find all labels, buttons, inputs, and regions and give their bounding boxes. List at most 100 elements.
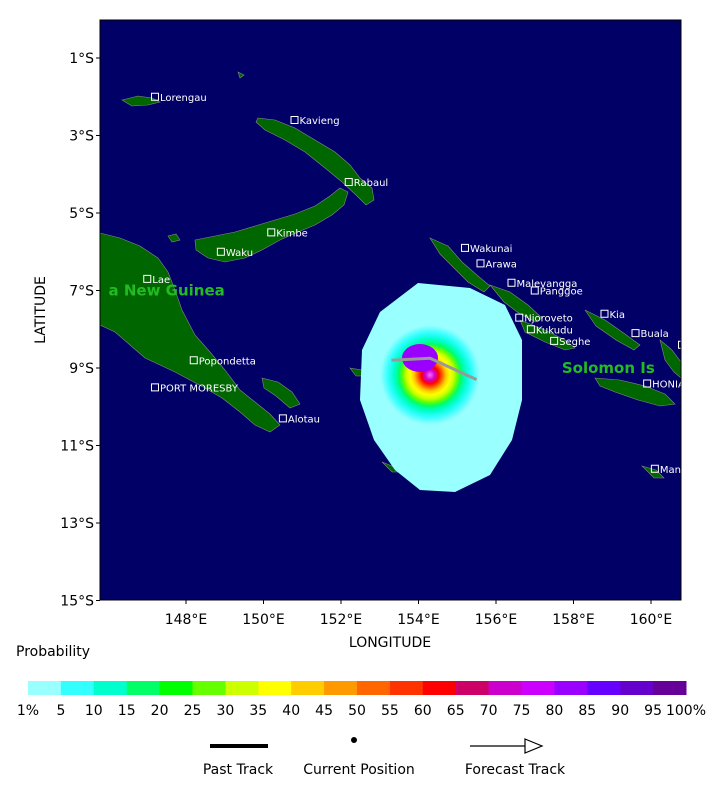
region-label: a New Guinea	[109, 282, 225, 300]
colorbar-label: 25	[184, 703, 202, 719]
lat-tick-label: 11°S	[60, 439, 94, 455]
place-marker-icon	[216, 247, 225, 256]
map-frame	[99, 19, 682, 601]
colorbar-label: 80	[545, 703, 563, 719]
latitude-ticks: 1°S 3°S 5°S 7°S 9°S 11°S 13°S 15°S	[60, 51, 100, 610]
colorbar-swatch	[455, 681, 490, 695]
colorbar-label: 20	[151, 703, 169, 719]
lat-tick-label: 9°S	[69, 361, 94, 377]
colorbar-swatch	[192, 681, 226, 695]
manus-island	[121, 95, 161, 107]
place-label: Buala	[641, 329, 669, 340]
malaita	[659, 339, 681, 379]
lon-tick-label: 158°E	[552, 612, 595, 628]
place-marker-icon	[643, 379, 652, 388]
y-axis-title: LATITUDE	[33, 276, 49, 344]
place-label: Kavieng	[300, 116, 340, 127]
place-label: Rabaul	[354, 178, 388, 189]
probability-colorbar-labels: 1% 5 10 15 20 25 30 35 40 45 50 55 60 65 70 75 80 85 90 95 1…	[17, 703, 706, 719]
place-label: Malevangga	[517, 279, 578, 290]
place-marker-icon	[530, 286, 539, 295]
colorbar-label: 10	[85, 703, 103, 719]
colorbar-label: 90	[611, 703, 629, 719]
lon-tick-label: 154°E	[397, 612, 440, 628]
place-marker-icon	[189, 356, 198, 365]
forecast-track-arrow-icon	[470, 738, 544, 754]
colorbar-swatch	[587, 681, 621, 695]
santa-isabel	[584, 309, 641, 351]
place-marker-icon	[290, 116, 299, 124]
swath-core	[368, 313, 492, 437]
guadalcanal	[594, 377, 676, 407]
place-label: Alotau	[288, 414, 320, 425]
place-marker-icon	[267, 228, 276, 237]
lon-tick-label: 160°E	[630, 612, 673, 628]
colorbar-label: 100%	[666, 703, 706, 719]
colorbar-label: 30	[216, 703, 234, 719]
place-label: Panggoe	[540, 287, 583, 298]
place-label: Njoroveto	[524, 314, 573, 325]
colorbar-label: 40	[282, 703, 300, 719]
place-label: HONIARA	[652, 380, 698, 391]
colorbar-swatch	[488, 681, 522, 695]
lon-tick-label: 150°E	[242, 612, 285, 628]
colorbar-swatch	[159, 681, 193, 695]
lat-tick-label: 1°S	[69, 51, 94, 67]
place-marker-icon	[550, 336, 559, 345]
colorbar-label: 75	[513, 703, 531, 719]
place-marker-icon	[650, 464, 659, 473]
longitude-ticks: 148°E 150°E 152°E 154°E 156°E 158°E 160°E	[165, 600, 673, 628]
place-marker-icon	[515, 313, 524, 322]
place-marker-icon	[631, 329, 640, 338]
colorbar-swatch	[28, 681, 62, 695]
place-marker-icon	[600, 309, 609, 318]
current-position-label: Current Position	[303, 762, 415, 778]
colorbar-label: 65	[447, 703, 465, 719]
place-label: Seghe	[559, 337, 590, 348]
forecast-track-line	[391, 356, 478, 381]
place-marker-icon	[678, 340, 681, 349]
colorbar-swatch	[357, 681, 391, 695]
colorbar-swatch	[60, 681, 95, 695]
current-position-symbol	[351, 737, 357, 743]
past-track-label: Past Track	[203, 762, 274, 778]
colorbar-label: 85	[578, 703, 596, 719]
x-axis-title: LONGITUDE	[349, 635, 431, 651]
colorbar-label: 5	[56, 703, 65, 719]
colorbar-swatch	[225, 681, 259, 695]
lon-tick-label: 152°E	[320, 612, 363, 628]
place-label: Popondetta	[199, 356, 256, 367]
colorbar-label: 45	[315, 703, 333, 719]
place-marker-icon	[151, 383, 159, 392]
choiseul	[489, 284, 543, 323]
colorbar-swatch	[620, 681, 654, 695]
place-label: Wakunai	[470, 244, 512, 255]
colorbar-label: 50	[348, 703, 366, 719]
lat-tick-label: 5°S	[69, 206, 94, 222]
colorbar-swatch	[521, 681, 555, 695]
small-island-b	[167, 233, 181, 243]
colorbar-swatch	[258, 681, 292, 695]
colorbar-label: 70	[480, 703, 498, 719]
region-label: Solomon Is	[562, 359, 655, 377]
place-marker-icon	[507, 278, 516, 287]
place-label: Arawa	[486, 259, 517, 270]
lon-tick-label: 148°E	[165, 612, 208, 628]
colorbar-label: 55	[381, 703, 399, 719]
colorbar-swatch	[324, 681, 358, 695]
colorbar-swatch	[126, 681, 161, 695]
lat-tick-label: 15°S	[60, 594, 94, 610]
new-britain	[194, 187, 349, 263]
colorbar-swatch	[422, 681, 457, 695]
place-marker-icon	[476, 259, 485, 268]
colorbar-swatch	[291, 681, 325, 695]
place-marker-icon	[143, 274, 152, 283]
forecast-track-label: Forecast Track	[465, 762, 566, 778]
colorbar-label: 95	[644, 703, 662, 719]
place-label: Kimbe	[276, 228, 308, 239]
map-content: Lorengau Kavieng Rabaul Kimbe Waku Lae Poponde…	[100, 71, 698, 492]
place-label: PORT MORESBY	[160, 383, 239, 394]
lon-tick-label: 156°E	[475, 612, 518, 628]
place-label: Lorengau	[160, 93, 207, 104]
